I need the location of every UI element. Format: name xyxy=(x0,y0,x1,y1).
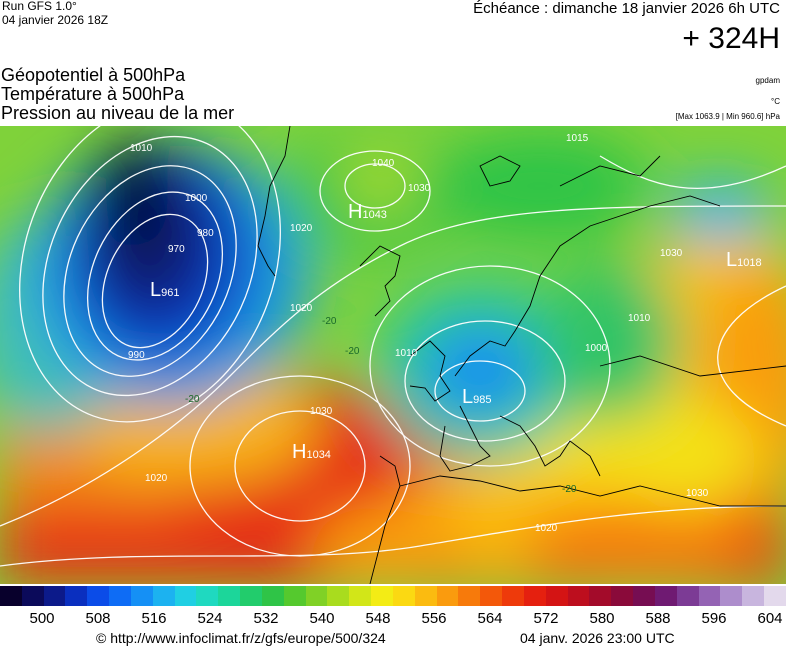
isobar-label: 1030 xyxy=(408,183,431,194)
isobar-label: 970 xyxy=(168,244,185,255)
isobar-label: 1030 xyxy=(310,406,333,417)
isobar-label: 1000 xyxy=(585,343,608,354)
color-swatch xyxy=(676,586,699,606)
lead-time: + 324H xyxy=(682,22,780,55)
unit-temperature: °C xyxy=(771,97,780,106)
color-swatch xyxy=(152,586,175,606)
color-swatch xyxy=(43,586,66,606)
isobar-label: 1030 xyxy=(660,248,683,259)
isotherm-label: -20 xyxy=(185,394,200,405)
color-swatch xyxy=(392,586,415,606)
color-swatch xyxy=(763,586,786,606)
system-low-1: L961 xyxy=(150,279,179,301)
color-swatch xyxy=(371,586,393,606)
forecast-map: L961 H1034 L985 H1043 L1018 1010 1000 99… xyxy=(0,126,786,584)
isobar-label: 1020 xyxy=(290,303,313,314)
isobar-label: 1020 xyxy=(145,473,168,484)
scale-tick-label: 500 xyxy=(29,610,55,627)
scale-tick-label: 508 xyxy=(85,610,111,627)
run-date: 04 janvier 2026 18Z xyxy=(2,13,109,27)
color-swatch xyxy=(742,586,764,606)
color-swatch xyxy=(414,586,437,606)
isobar-label: 1000 xyxy=(185,193,208,204)
title-geopotential: Géopotentiel à 500hPa xyxy=(1,65,186,85)
scale-tick-label: 548 xyxy=(365,610,391,627)
color-scale xyxy=(0,586,786,606)
color-swatch xyxy=(720,586,743,606)
isotherm-label: -20 xyxy=(562,484,577,495)
isobar-label: 1010 xyxy=(395,348,418,359)
scale-tick-label: 516 xyxy=(141,610,167,627)
scale-tick-label: 580 xyxy=(589,610,615,627)
scale-tick-label: 588 xyxy=(645,610,671,627)
run-label: Run GFS 1.0° xyxy=(2,0,77,13)
color-swatch xyxy=(261,586,284,606)
color-swatch xyxy=(109,586,131,606)
system-low-2: L985 xyxy=(462,386,491,408)
footer-generated: 04 janv. 2026 23:00 UTC xyxy=(520,630,675,646)
unit-pressure: [Max 1063.9 | Min 960.6] hPa xyxy=(675,112,780,121)
scale-tick-label: 540 xyxy=(309,610,335,627)
footer-url: © http://www.infoclimat.fr/z/gfs/europe/… xyxy=(96,630,386,646)
color-swatch xyxy=(654,586,677,606)
color-swatch xyxy=(480,586,503,606)
color-scale-ticks: 500 508 516 524 532 540 548 556 564 572 580 588 596 6… xyxy=(0,610,786,627)
system-high-2: H1043 xyxy=(348,201,387,223)
isobar-label: 1030 xyxy=(686,488,709,499)
title-temperature: Température à 500hPa xyxy=(1,84,185,104)
system-high-1: H1034 xyxy=(292,441,331,463)
color-swatch xyxy=(698,586,721,606)
scale-tick-label: 556 xyxy=(421,610,447,627)
color-swatch xyxy=(611,586,634,606)
title-pressure: Pression au niveau de la mer xyxy=(1,103,235,123)
color-swatch xyxy=(196,586,219,606)
unit-geopotential: gpdam xyxy=(755,76,780,85)
color-swatch xyxy=(349,586,372,606)
isotherm-label: -20 xyxy=(322,316,337,327)
isobar-label: 980 xyxy=(197,228,214,239)
echeance-label: Échéance : dimanche 18 janvier 2026 6h U… xyxy=(473,0,780,17)
color-swatch xyxy=(65,586,88,606)
color-swatch xyxy=(305,586,328,606)
color-swatch xyxy=(130,586,153,606)
color-swatch xyxy=(502,586,524,606)
color-swatch xyxy=(523,586,546,606)
scale-tick-label: 596 xyxy=(701,610,727,627)
scale-tick-label: 604 xyxy=(757,610,783,627)
isobar-label: 1010 xyxy=(130,143,153,154)
color-swatch xyxy=(283,586,306,606)
scale-tick-label: 532 xyxy=(253,610,279,627)
color-swatch xyxy=(633,586,655,606)
color-swatch xyxy=(458,586,481,606)
color-swatch xyxy=(436,586,459,606)
isobar-label: 1020 xyxy=(290,223,313,234)
scale-tick-label: 572 xyxy=(533,610,559,627)
color-swatch xyxy=(218,586,241,606)
isobar-label: 1015 xyxy=(566,133,589,144)
color-swatch xyxy=(567,586,590,606)
scale-tick-label: 564 xyxy=(477,610,503,627)
color-swatch xyxy=(0,586,22,606)
system-low-3: L1018 xyxy=(726,249,762,271)
isobar-label: 1040 xyxy=(372,158,395,169)
color-swatch xyxy=(545,586,568,606)
color-swatch xyxy=(174,586,197,606)
isobar-label: 990 xyxy=(128,350,145,361)
isobar-label: 1010 xyxy=(628,313,651,324)
color-swatch xyxy=(589,586,612,606)
isotherm-label: -20 xyxy=(345,346,360,357)
isobar-label: 1020 xyxy=(535,523,558,534)
color-swatch xyxy=(21,586,44,606)
color-swatch xyxy=(327,586,350,606)
scale-tick-label: 524 xyxy=(197,610,223,627)
color-swatch xyxy=(87,586,110,606)
color-swatch xyxy=(240,586,262,606)
